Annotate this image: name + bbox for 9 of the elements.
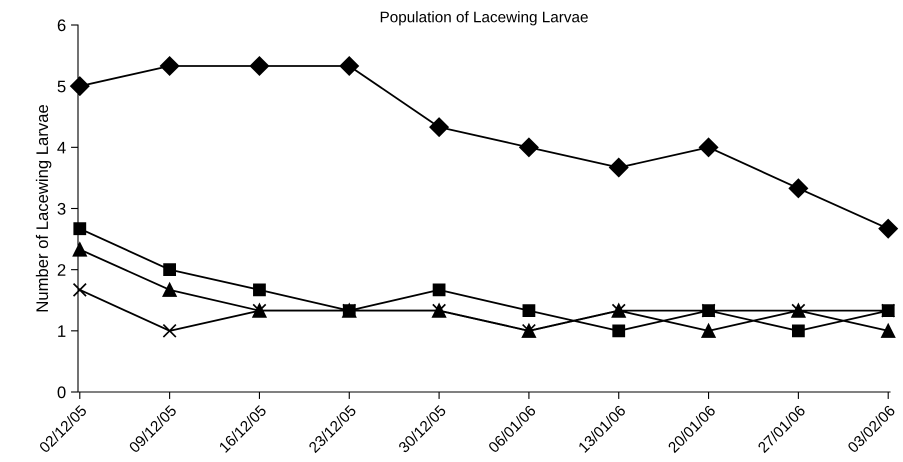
y-tick-label: 6 [58,19,66,32]
y-tick-label: 4 [57,142,66,154]
y-axis-title: Number of Lacewing Larvae [36,105,52,312]
y-tick-label: 0 [58,386,66,398]
y-tick-label: 2 [58,264,66,276]
y-tick-label: 1 [58,325,66,337]
chart-title: Population of Lacewing Larvae [380,11,588,26]
y-tick-label: 3 [58,202,66,215]
y-tick-label: 5 [58,80,66,92]
